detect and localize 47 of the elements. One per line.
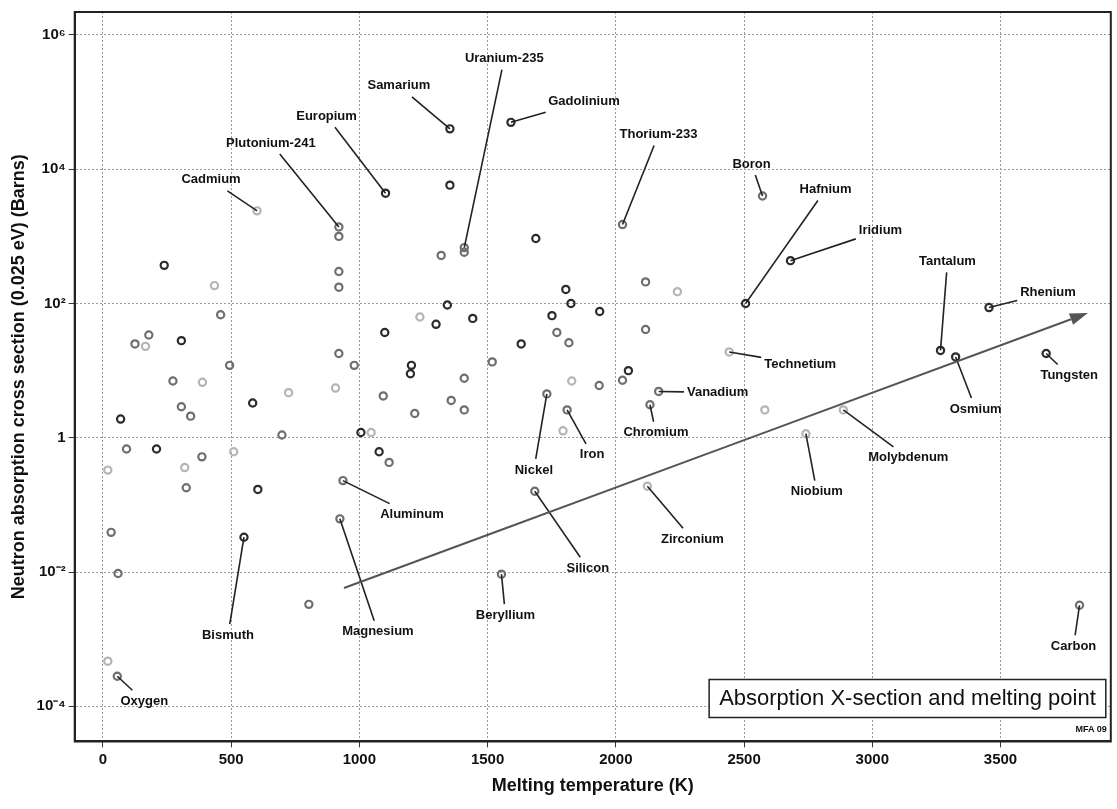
- annotation: Iridium: [858, 222, 903, 238]
- annotation: Europium: [296, 107, 357, 123]
- x-tick-label: 1500: [470, 749, 505, 767]
- annotation: Thorium-233: [619, 126, 698, 142]
- annotation: Cadmium: [181, 171, 241, 187]
- x-tick-label: 2500: [727, 749, 761, 767]
- x-tick-label: 2000: [599, 749, 633, 767]
- x-tick-label: 3500: [983, 749, 1018, 767]
- annotation: MFA 09: [1075, 723, 1107, 734]
- annotation: Oxygen: [120, 692, 169, 708]
- annotation: Bismuth: [201, 626, 255, 642]
- annotation: Plutonium-241: [226, 134, 316, 150]
- annotation: Tantalum: [919, 253, 976, 269]
- annotation: Beryllium: [475, 606, 536, 622]
- annotation: Hafnium: [799, 181, 852, 197]
- annotation: Molybdenum: [868, 449, 949, 465]
- annotation: Zirconium: [660, 530, 724, 546]
- x-tick-label: 1000: [342, 749, 377, 767]
- annotation: Niobium: [790, 483, 843, 499]
- x-tick-label: 0: [98, 749, 108, 767]
- annotation: Iron: [579, 446, 605, 462]
- annotation: Carbon: [1050, 637, 1097, 653]
- annotation: Uranium-235: [464, 50, 544, 66]
- annotation: Vanadium: [686, 384, 749, 400]
- x-axis-title: Melting temperature (K): [491, 775, 694, 796]
- annotation: Tungsten: [1040, 367, 1098, 383]
- x-tick-label: 3000: [855, 749, 889, 767]
- y-tick-label: 1: [57, 427, 66, 445]
- text: Absorption X-section and melting point: [719, 685, 1096, 711]
- y-tick-label: 10²: [44, 293, 66, 311]
- annotation: Boron: [732, 155, 771, 171]
- y-axis-title: Neutron absorption cross section (0.025 eV) (Barns): [7, 154, 28, 600]
- annotation: Technetium: [764, 355, 837, 371]
- y-tick-label: 10⁶: [42, 25, 66, 43]
- y-tick-label: 10⁻²: [39, 562, 66, 580]
- annotation: Rhenium: [1020, 284, 1076, 300]
- annotation: Aluminum: [380, 506, 444, 522]
- annotation: Samarium: [367, 77, 431, 93]
- annotation: Silicon: [566, 559, 610, 575]
- annotation: Nickel: [514, 461, 553, 477]
- annotation: Osmium: [949, 400, 1002, 416]
- annotation: Chromium: [623, 424, 689, 440]
- x-tick-label: 500: [218, 749, 244, 767]
- annotation: Magnesium: [342, 623, 414, 639]
- y-tick-label: 10⁴: [41, 159, 66, 177]
- y-tick-label: 10⁻⁴: [36, 696, 66, 714]
- annotation: Gadolinium: [548, 92, 620, 108]
